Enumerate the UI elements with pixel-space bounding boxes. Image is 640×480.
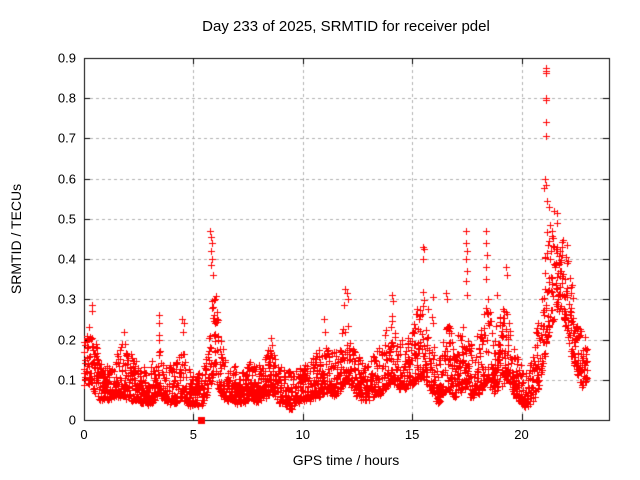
y-tick-label: 0.9 xyxy=(57,50,76,66)
x-axis-label: GPS time / hours xyxy=(292,452,400,468)
y-axis-label: SRMTID / TECUs xyxy=(8,183,24,295)
x-tick-label: 5 xyxy=(189,427,197,442)
x-tick-label: 20 xyxy=(514,427,529,442)
y-tick-label: 0.3 xyxy=(57,291,76,307)
y-tick-label: 0.4 xyxy=(57,251,76,267)
y-tick-label: 0.8 xyxy=(57,90,76,106)
x-tick-label: 15 xyxy=(404,427,420,442)
y-tick-label: 0.7 xyxy=(57,130,76,146)
x-tick-label: 10 xyxy=(295,427,310,442)
chart-title: Day 233 of 2025, SRMTID for receiver pde… xyxy=(202,18,490,35)
y-tick-label: 0.2 xyxy=(57,332,76,348)
x-tick-label: 0 xyxy=(80,427,88,442)
y-tick-label: 0.1 xyxy=(57,372,76,388)
y-tick-label: 0.6 xyxy=(57,171,76,187)
y-tick-label: 0 xyxy=(68,412,76,428)
y-tick-label: 0.5 xyxy=(57,211,76,227)
